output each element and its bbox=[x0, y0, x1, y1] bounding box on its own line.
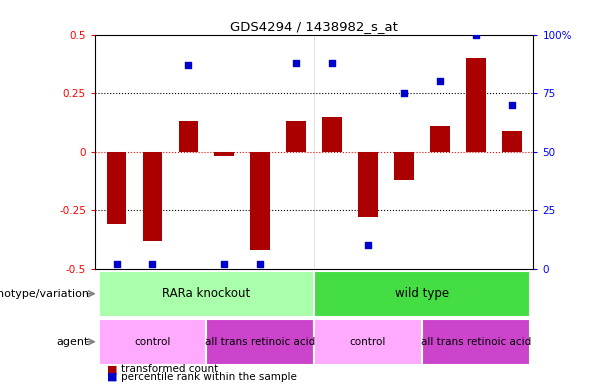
Bar bbox=[358, 152, 378, 217]
Bar bbox=[207, 319, 314, 365]
Bar bbox=[394, 152, 414, 180]
Point bbox=[363, 242, 373, 248]
Text: ■: ■ bbox=[107, 372, 118, 382]
Bar bbox=[99, 319, 207, 365]
Text: control: control bbox=[134, 337, 170, 347]
Text: percentile rank within the sample: percentile rank within the sample bbox=[121, 372, 297, 382]
Bar bbox=[502, 131, 522, 152]
Point bbox=[291, 60, 301, 66]
Bar bbox=[99, 271, 314, 317]
Text: genotype/variation: genotype/variation bbox=[0, 289, 89, 299]
Point bbox=[399, 90, 409, 96]
Text: wild type: wild type bbox=[395, 287, 449, 300]
Title: GDS4294 / 1438982_s_at: GDS4294 / 1438982_s_at bbox=[230, 20, 398, 33]
Text: transformed count: transformed count bbox=[121, 364, 218, 374]
Point bbox=[112, 261, 121, 267]
Bar bbox=[215, 152, 234, 156]
Text: control: control bbox=[350, 337, 386, 347]
Point bbox=[507, 102, 517, 108]
Point bbox=[148, 261, 158, 267]
Bar bbox=[107, 152, 126, 224]
Bar bbox=[314, 271, 530, 317]
Bar bbox=[466, 58, 485, 152]
Bar bbox=[314, 319, 422, 365]
Bar bbox=[430, 126, 450, 152]
Point bbox=[471, 31, 481, 38]
Text: ■: ■ bbox=[107, 364, 118, 374]
Point bbox=[435, 78, 445, 84]
Point bbox=[219, 261, 229, 267]
Bar bbox=[422, 319, 530, 365]
Bar bbox=[178, 121, 198, 152]
Point bbox=[327, 60, 337, 66]
Bar bbox=[250, 152, 270, 250]
Text: RARa knockout: RARa knockout bbox=[162, 287, 251, 300]
Text: all trans retinoic acid: all trans retinoic acid bbox=[421, 337, 531, 347]
Text: agent: agent bbox=[56, 337, 89, 347]
Bar bbox=[286, 121, 306, 152]
Point bbox=[183, 62, 193, 68]
Bar bbox=[143, 152, 162, 241]
Text: all trans retinoic acid: all trans retinoic acid bbox=[205, 337, 316, 347]
Bar bbox=[322, 117, 342, 152]
Point bbox=[256, 261, 265, 267]
